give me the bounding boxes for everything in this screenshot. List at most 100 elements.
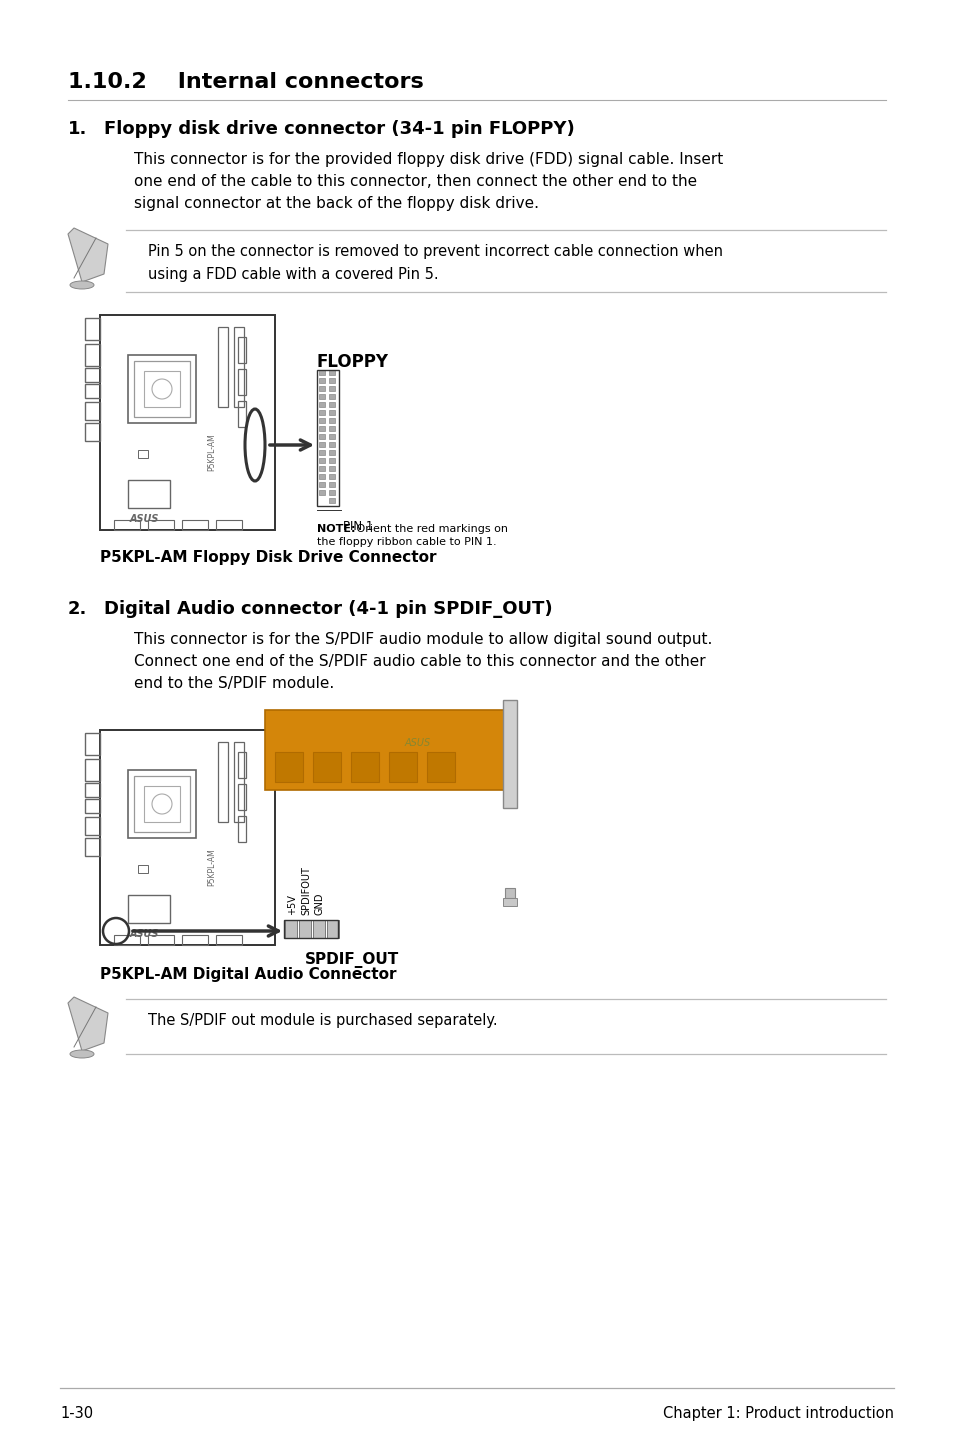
Bar xyxy=(85,423,100,441)
Bar xyxy=(318,441,325,447)
Bar xyxy=(318,482,325,487)
Text: end to the S/PDIF module.: end to the S/PDIF module. xyxy=(133,676,334,692)
Bar xyxy=(138,450,148,457)
Bar xyxy=(329,378,335,383)
Text: SPDIFOUT: SPDIFOUT xyxy=(301,866,311,915)
Bar xyxy=(274,752,303,782)
Bar xyxy=(85,403,100,420)
Text: Pin 5 on the connector is removed to prevent incorrect cable connection when: Pin 5 on the connector is removed to pre… xyxy=(148,244,722,259)
Bar xyxy=(329,475,335,479)
Text: Digital Audio connector (4-1 pin SPDIF_OUT): Digital Audio connector (4-1 pin SPDIF_O… xyxy=(104,600,552,618)
Bar xyxy=(237,401,246,427)
Bar xyxy=(318,434,325,439)
Bar xyxy=(329,434,335,439)
Text: ASUS: ASUS xyxy=(130,513,159,523)
Bar xyxy=(144,787,180,823)
Bar xyxy=(85,838,100,856)
Text: ASUS: ASUS xyxy=(130,929,159,939)
Bar xyxy=(182,521,208,531)
Bar xyxy=(329,426,335,431)
Bar xyxy=(318,378,325,383)
Bar xyxy=(329,450,335,454)
Text: Orient the red markings on: Orient the red markings on xyxy=(353,523,507,533)
Text: GND: GND xyxy=(314,893,325,915)
Bar xyxy=(85,318,100,339)
Text: +5V: +5V xyxy=(287,894,296,915)
Bar xyxy=(138,866,148,873)
Bar xyxy=(318,394,325,398)
Bar xyxy=(329,498,335,503)
Text: P5KPL-AM Digital Audio Connector: P5KPL-AM Digital Audio Connector xyxy=(100,966,396,982)
Bar xyxy=(329,482,335,487)
Bar xyxy=(318,410,325,416)
Text: the floppy ribbon cable to PIN 1.: the floppy ribbon cable to PIN 1. xyxy=(316,536,497,546)
Bar xyxy=(128,769,195,838)
Text: Chapter 1: Product introduction: Chapter 1: Product introduction xyxy=(662,1406,893,1421)
Bar xyxy=(318,490,325,495)
Bar xyxy=(313,920,325,938)
Bar xyxy=(502,897,517,906)
Bar xyxy=(329,466,335,472)
Bar xyxy=(329,490,335,495)
Bar xyxy=(144,371,180,407)
Ellipse shape xyxy=(70,280,94,289)
Text: P5KPL-AM: P5KPL-AM xyxy=(208,433,216,470)
Text: FLOPPY: FLOPPY xyxy=(316,352,389,371)
Bar xyxy=(318,426,325,431)
Polygon shape xyxy=(68,997,108,1051)
Bar xyxy=(218,742,228,823)
Bar xyxy=(85,368,100,383)
Bar xyxy=(148,521,173,531)
Bar xyxy=(318,466,325,472)
Bar xyxy=(128,894,170,923)
Bar xyxy=(504,889,515,897)
Bar xyxy=(329,441,335,447)
Text: P5KPL-AM: P5KPL-AM xyxy=(208,848,216,886)
Bar xyxy=(215,935,242,945)
Text: The S/PDIF out module is purchased separately.: The S/PDIF out module is purchased separ… xyxy=(148,1012,497,1028)
Text: NOTE:: NOTE: xyxy=(316,523,355,533)
Bar xyxy=(85,733,100,755)
Text: one end of the cable to this connector, then connect the other end to the: one end of the cable to this connector, … xyxy=(133,174,697,188)
Ellipse shape xyxy=(70,1050,94,1058)
Text: This connector is for the provided floppy disk drive (FDD) signal cable. Insert: This connector is for the provided flopp… xyxy=(133,152,722,167)
Text: ASUS: ASUS xyxy=(405,738,431,748)
Bar xyxy=(316,370,338,506)
Bar xyxy=(85,384,100,398)
Bar xyxy=(237,336,246,362)
Bar xyxy=(284,920,337,938)
Bar xyxy=(318,370,325,375)
Bar xyxy=(427,752,455,782)
Bar xyxy=(313,752,340,782)
Bar xyxy=(318,457,325,463)
Polygon shape xyxy=(68,229,108,282)
Bar xyxy=(133,777,190,833)
Bar xyxy=(351,752,378,782)
Bar xyxy=(85,759,100,781)
Bar xyxy=(148,935,173,945)
Bar xyxy=(318,385,325,391)
Bar xyxy=(182,935,208,945)
Bar xyxy=(85,817,100,835)
Bar xyxy=(237,815,246,843)
Bar xyxy=(237,370,246,395)
Bar xyxy=(318,418,325,423)
Bar xyxy=(502,700,517,808)
Bar xyxy=(329,418,335,423)
Bar xyxy=(233,326,244,407)
Text: 1.: 1. xyxy=(68,119,88,138)
Bar xyxy=(318,475,325,479)
Text: using a FDD cable with a covered Pin 5.: using a FDD cable with a covered Pin 5. xyxy=(148,267,438,282)
Bar xyxy=(133,361,190,417)
Bar xyxy=(329,394,335,398)
Bar xyxy=(218,326,228,407)
Bar xyxy=(113,521,140,531)
Text: Connect one end of the S/PDIF audio cable to this connector and the other: Connect one end of the S/PDIF audio cabl… xyxy=(133,654,705,669)
Text: SPDIF_OUT: SPDIF_OUT xyxy=(305,952,399,968)
Bar xyxy=(329,385,335,391)
Text: 2.: 2. xyxy=(68,600,88,618)
Text: 1.10.2    Internal connectors: 1.10.2 Internal connectors xyxy=(68,72,423,92)
Text: 1-30: 1-30 xyxy=(60,1406,93,1421)
Bar xyxy=(85,800,100,812)
Bar xyxy=(85,344,100,367)
